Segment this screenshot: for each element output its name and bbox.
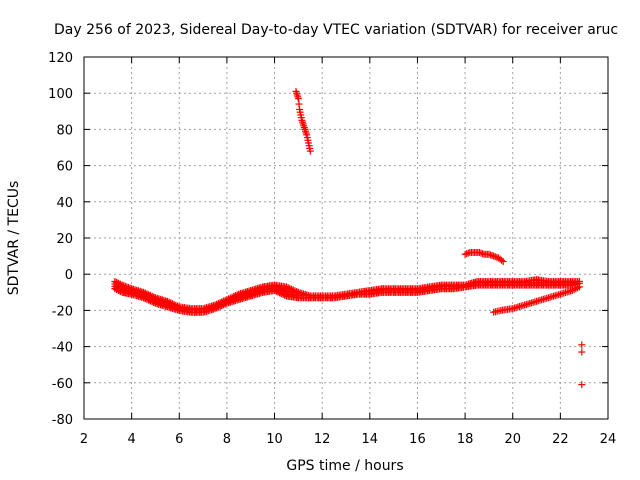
y-tick-label: -60 — [52, 377, 73, 392]
data-point — [578, 341, 586, 349]
data-point — [578, 348, 586, 356]
data-points — [111, 87, 586, 389]
data-point — [303, 134, 311, 142]
data-point — [146, 292, 154, 300]
data-point — [477, 249, 485, 257]
data-point — [461, 250, 469, 258]
data-point — [306, 144, 314, 152]
data-point — [148, 293, 156, 301]
data-point — [300, 122, 308, 130]
x-tick-label: 2 — [80, 432, 88, 447]
data-point — [490, 252, 498, 260]
y-tick-label: -20 — [52, 304, 73, 319]
data-point — [271, 282, 279, 290]
data-point — [297, 114, 305, 122]
data-point — [277, 283, 285, 291]
data-point — [574, 280, 582, 288]
data-point — [464, 249, 472, 257]
y-tick-label: 120 — [48, 51, 73, 66]
data-point — [294, 93, 302, 101]
x-tick-label: 14 — [362, 432, 379, 447]
data-point — [279, 283, 287, 291]
data-point — [491, 253, 499, 261]
y-tick-label: 60 — [56, 160, 73, 175]
data-point — [567, 287, 575, 295]
data-point — [519, 301, 527, 309]
data-point — [543, 294, 551, 302]
data-point — [150, 294, 158, 302]
data-point — [140, 289, 148, 297]
data-point — [141, 290, 149, 298]
x-tick-label: 18 — [457, 432, 474, 447]
grid — [84, 57, 608, 419]
x-tick-label: 24 — [600, 432, 617, 447]
data-point — [304, 139, 312, 147]
data-point — [143, 291, 151, 299]
y-axis-label: SDTVAR / TECUs — [6, 181, 22, 296]
x-axis-label: GPS time / hours — [286, 458, 403, 474]
x-tick-label: 20 — [504, 432, 521, 447]
data-point — [578, 381, 586, 389]
x-tick-label: 16 — [409, 432, 426, 447]
data-point — [293, 89, 301, 97]
data-point — [496, 255, 504, 263]
data-point — [555, 291, 563, 299]
data-point — [483, 250, 491, 258]
y-tick-label: 40 — [56, 196, 73, 211]
data-point — [531, 298, 539, 306]
data-point — [299, 118, 307, 126]
y-tick-label: 100 — [48, 87, 73, 102]
y-tick-label: -80 — [52, 413, 73, 428]
y-tick-label: 20 — [56, 232, 73, 247]
data-point — [495, 307, 503, 315]
x-tick-label: 4 — [127, 432, 135, 447]
axis-ticks: 2 4 6 8 10 12 14 16 18 20 22 24-80-60-40-2002040608… — [48, 51, 616, 447]
y-tick-label: -40 — [52, 341, 73, 356]
data-point — [463, 250, 471, 258]
data-point — [498, 256, 506, 264]
data-point — [295, 100, 303, 108]
data-point — [281, 284, 289, 292]
data-point — [479, 250, 487, 258]
data-point — [488, 251, 496, 259]
data-point — [474, 248, 482, 256]
data-point — [486, 251, 494, 259]
data-point — [301, 125, 309, 133]
chart-title: Day 256 of 2023, Sidereal Day-to-day VTE… — [54, 22, 618, 38]
x-tick-label: 12 — [314, 432, 331, 447]
x-tick-label: 22 — [552, 432, 569, 447]
data-point — [145, 291, 153, 299]
x-tick-label: 6 — [175, 432, 183, 447]
data-point — [302, 129, 310, 137]
data-point — [507, 305, 515, 313]
y-tick-label: 0 — [65, 268, 73, 283]
data-point — [296, 108, 304, 116]
x-tick-label: 8 — [223, 432, 231, 447]
x-tick-label: 10 — [266, 432, 283, 447]
y-tick-label: 80 — [56, 123, 73, 138]
